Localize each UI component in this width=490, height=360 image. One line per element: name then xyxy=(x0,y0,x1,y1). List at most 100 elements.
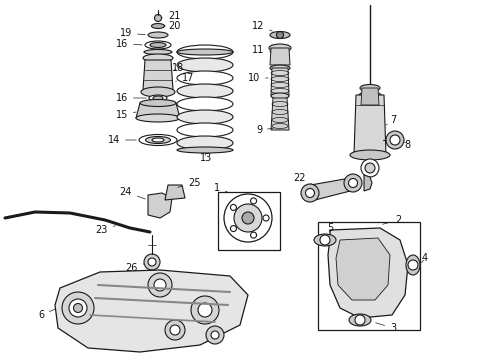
Circle shape xyxy=(344,174,362,192)
Ellipse shape xyxy=(349,314,371,326)
Text: 22: 22 xyxy=(294,173,312,184)
Circle shape xyxy=(320,235,330,245)
Ellipse shape xyxy=(153,96,163,100)
Ellipse shape xyxy=(360,85,380,91)
Ellipse shape xyxy=(152,138,164,142)
Ellipse shape xyxy=(271,52,289,58)
Text: 20: 20 xyxy=(164,21,180,31)
Circle shape xyxy=(154,279,166,291)
Ellipse shape xyxy=(144,49,172,54)
Text: 18: 18 xyxy=(172,63,184,73)
Ellipse shape xyxy=(141,87,175,97)
Text: 3: 3 xyxy=(376,323,396,333)
Circle shape xyxy=(144,254,160,270)
Text: 13: 13 xyxy=(200,153,212,163)
Ellipse shape xyxy=(270,65,290,71)
Ellipse shape xyxy=(271,93,289,99)
Circle shape xyxy=(386,131,404,149)
Text: 14: 14 xyxy=(108,135,136,145)
Ellipse shape xyxy=(150,42,166,48)
Ellipse shape xyxy=(406,255,420,275)
Circle shape xyxy=(165,320,185,340)
Circle shape xyxy=(408,260,418,270)
Circle shape xyxy=(242,212,254,224)
Circle shape xyxy=(148,258,156,266)
Polygon shape xyxy=(143,60,173,90)
Ellipse shape xyxy=(145,41,171,49)
Circle shape xyxy=(348,179,358,188)
Circle shape xyxy=(69,299,87,317)
Text: 19: 19 xyxy=(120,28,145,38)
Text: 2: 2 xyxy=(383,215,401,225)
Polygon shape xyxy=(165,185,185,200)
Polygon shape xyxy=(361,88,379,105)
Text: 4: 4 xyxy=(421,253,428,263)
Circle shape xyxy=(301,184,319,202)
Ellipse shape xyxy=(177,147,233,153)
Polygon shape xyxy=(354,95,386,155)
Text: 5: 5 xyxy=(327,223,333,233)
Ellipse shape xyxy=(359,92,381,98)
Text: 8: 8 xyxy=(404,140,410,150)
Circle shape xyxy=(148,273,172,297)
Circle shape xyxy=(355,315,365,325)
Circle shape xyxy=(230,226,237,231)
Polygon shape xyxy=(328,228,408,318)
Ellipse shape xyxy=(177,45,233,59)
Circle shape xyxy=(154,14,162,22)
Text: 12: 12 xyxy=(252,21,272,31)
Polygon shape xyxy=(364,175,372,191)
Ellipse shape xyxy=(139,135,177,145)
Ellipse shape xyxy=(177,49,233,55)
Text: 11: 11 xyxy=(252,45,271,55)
Polygon shape xyxy=(55,270,248,352)
Polygon shape xyxy=(136,103,180,118)
Circle shape xyxy=(170,325,180,335)
Circle shape xyxy=(198,303,212,317)
Ellipse shape xyxy=(146,136,171,144)
Ellipse shape xyxy=(136,114,180,122)
Circle shape xyxy=(305,189,315,198)
Ellipse shape xyxy=(177,71,233,85)
Polygon shape xyxy=(271,68,289,95)
Polygon shape xyxy=(270,48,290,65)
Circle shape xyxy=(250,232,257,238)
Text: 9: 9 xyxy=(256,125,273,135)
Polygon shape xyxy=(305,177,358,200)
Text: 26: 26 xyxy=(125,263,144,273)
Text: 16: 16 xyxy=(116,93,146,103)
Circle shape xyxy=(361,159,379,177)
Text: 24: 24 xyxy=(120,187,146,199)
Polygon shape xyxy=(336,238,390,300)
Text: 21: 21 xyxy=(162,11,180,21)
Circle shape xyxy=(206,326,224,344)
Text: 16: 16 xyxy=(116,39,142,49)
Ellipse shape xyxy=(177,84,233,98)
Ellipse shape xyxy=(143,54,173,62)
Circle shape xyxy=(390,135,400,145)
Ellipse shape xyxy=(314,234,336,246)
Circle shape xyxy=(230,204,237,210)
Text: 6: 6 xyxy=(38,309,55,320)
Circle shape xyxy=(211,331,219,339)
Ellipse shape xyxy=(270,31,290,39)
Ellipse shape xyxy=(177,97,233,111)
Text: 1: 1 xyxy=(214,183,227,193)
Ellipse shape xyxy=(177,136,233,150)
Polygon shape xyxy=(271,98,289,130)
Ellipse shape xyxy=(177,58,233,72)
Polygon shape xyxy=(148,193,172,218)
Ellipse shape xyxy=(177,123,233,137)
Circle shape xyxy=(263,215,269,221)
Ellipse shape xyxy=(140,99,176,107)
Text: 15: 15 xyxy=(116,110,136,120)
Ellipse shape xyxy=(269,44,291,52)
Ellipse shape xyxy=(151,23,165,28)
Text: 10: 10 xyxy=(248,73,268,83)
Circle shape xyxy=(234,204,262,232)
Text: 25: 25 xyxy=(178,178,200,188)
Circle shape xyxy=(191,296,219,324)
Circle shape xyxy=(276,31,284,39)
Ellipse shape xyxy=(177,110,233,124)
Circle shape xyxy=(250,198,257,204)
